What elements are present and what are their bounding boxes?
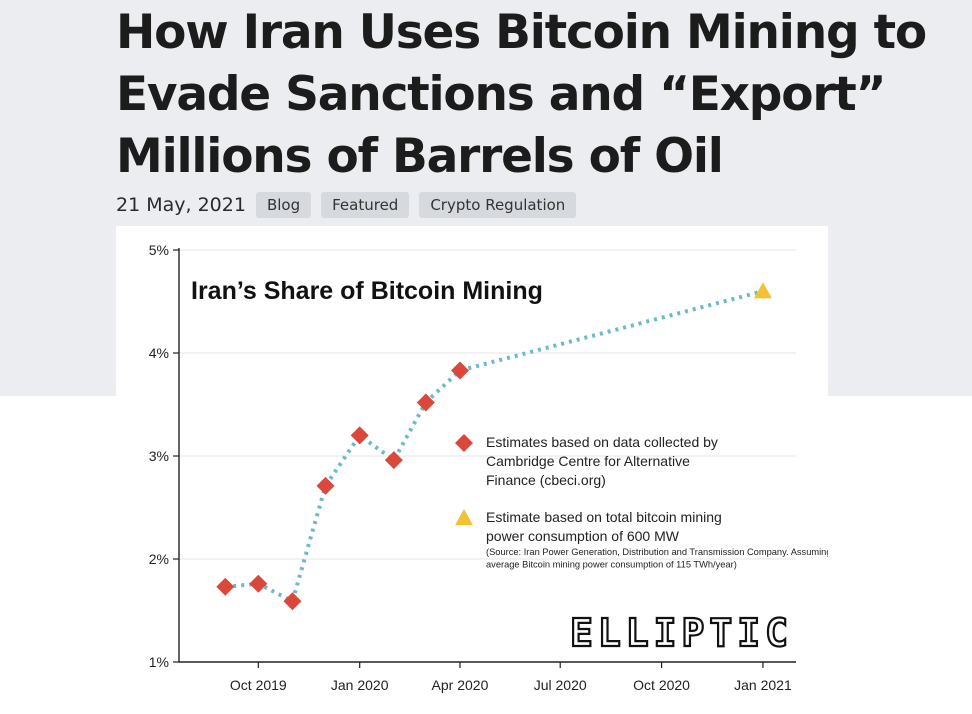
mining-share-chart: 1% 2% 3% 4% 5% Oct 2019 Jan 2020 Apr 2020 Jul 20…: [149, 242, 828, 693]
estimate-point: [416, 393, 435, 412]
x-tick-label: Oct 2020: [633, 677, 690, 693]
data-markers: [216, 282, 772, 611]
y-tick-label: 3%: [149, 448, 169, 464]
axes: 1% 2% 3% 4% 5% Oct 2019 Jan 2020 Apr 2020 Jul 20…: [149, 242, 796, 693]
legend-label-projection: power consumption of 600 MW: [486, 528, 680, 544]
y-tick-label: 5%: [149, 242, 169, 258]
x-tick-label: Jan 2021: [734, 677, 792, 693]
estimate-point: [450, 361, 469, 380]
gridlines: [179, 249, 796, 560]
y-tick-label: 2%: [149, 551, 169, 567]
legend-triangle-icon: [455, 509, 473, 526]
legend-label-projection: Estimate based on total bitcoin mining: [486, 509, 722, 525]
tag-blog[interactable]: Blog: [255, 192, 312, 218]
estimate-point: [384, 451, 403, 470]
legend-diamond-icon: [455, 434, 473, 452]
y-tick-label: 1%: [149, 654, 169, 670]
elliptic-wordmark: ELLIPTIC: [570, 611, 793, 655]
estimate-point: [316, 476, 335, 495]
x-tick-label: Oct 2019: [230, 677, 287, 693]
x-tick-label: Jan 2020: [331, 677, 389, 693]
tag-featured[interactable]: Featured: [321, 192, 410, 218]
chart-title: Iran’s Share of Bitcoin Mining: [191, 277, 543, 305]
chart-image: 1% 2% 3% 4% 5% Oct 2019 Jan 2020 Apr 2020 Jul 20…: [116, 226, 828, 714]
legend-label-estimates: Estimates based on data collected by: [486, 434, 718, 450]
projection-point: [753, 282, 772, 299]
y-tick-label: 4%: [149, 345, 169, 361]
elliptic-logo: ELLIPTIC: [569, 610, 793, 656]
article-title: How Iran Uses Bitcoin Mining to Evade Sa…: [116, 5, 927, 184]
x-tick-label: Apr 2020: [432, 677, 489, 693]
legend: Estimates based on data collected by Camb…: [455, 434, 828, 570]
tag-crypto-regulation[interactable]: Crypto Regulation: [419, 192, 577, 218]
article-meta: 21 May, 2021 Blog Featured Crypto Regula…: [116, 190, 577, 220]
legend-source-note: (Source: Iran Power Generation, Distribu…: [486, 547, 828, 557]
estimate-point: [249, 574, 268, 593]
estimate-point: [283, 592, 302, 611]
x-tick-label: Jul 2020: [534, 677, 587, 693]
estimate-point: [216, 577, 235, 596]
legend-label-estimates: Finance (cbeci.org): [486, 472, 606, 488]
legend-label-estimates: Cambridge Centre for Alternative: [486, 453, 690, 469]
post-date: 21 May, 2021: [116, 194, 246, 216]
legend-source-note: average Bitcoin mining power consumption…: [486, 560, 737, 570]
estimate-point: [350, 426, 369, 445]
